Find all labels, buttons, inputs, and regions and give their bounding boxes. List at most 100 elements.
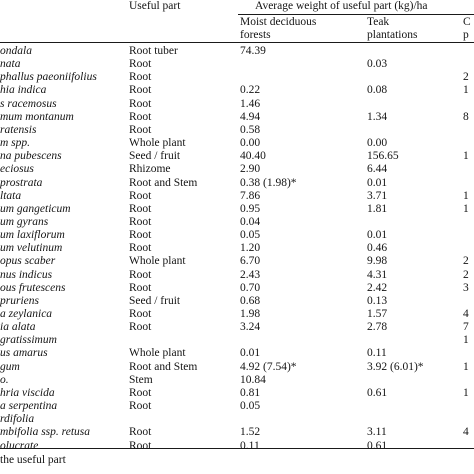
moist-forest-cell: 10.84 [240, 373, 266, 386]
moist-forest-cell: 0.11 [240, 439, 260, 452]
useful-part-cell: Seed / fruit [129, 294, 181, 307]
species-cell: prostrata [0, 176, 43, 189]
teak-plantation-cell: 1.57 [367, 308, 388, 320]
species-cell: um laxiflorum [0, 229, 65, 242]
species-cell: ia alata [0, 321, 36, 334]
table-row: um laxiflorum Root 0.05 0.01 [0, 228, 474, 243]
useful-part-cell: Root [129, 308, 152, 320]
teak-plantation-cell: 2.78 [367, 321, 388, 334]
moist-forest-cell: 0.01 [240, 347, 261, 360]
table-row: hia indica Root 0.22 0.08 1 [0, 83, 474, 98]
table-row: ous frutescens Root 0.70 2.42 3 [0, 281, 474, 296]
species-cell: um velutinum [0, 242, 63, 255]
col4-cell: 1 [463, 360, 469, 373]
teak-plantation-cell: 1.81 [367, 202, 388, 215]
useful-part-cell: Root [129, 386, 152, 399]
species-cell: na pubescens [0, 150, 62, 163]
moist-forest-cell: 0.58 [240, 123, 261, 136]
useful-part-cell: Root [129, 215, 152, 228]
col4-cell: 4 [463, 426, 469, 439]
species-cell: mum montanum [0, 110, 74, 123]
moist-forest-cell: 0.38 (1.98)* [240, 176, 297, 189]
useful-part-cell: Root and Stem [129, 360, 198, 373]
useful-part-cell: Root and Stem [129, 176, 198, 189]
species-cell: ous frutescens [0, 281, 66, 294]
table-row: m spp. Whole plant 0.00 0.00 [0, 136, 474, 151]
useful-part-cell: Root [129, 202, 152, 215]
teak-plantation-cell: 0.11 [367, 347, 387, 360]
col4-cell: 8 [463, 110, 469, 123]
useful-part-cell: Root [129, 426, 152, 439]
table-row: hria viscida Root 0.81 0.61 1 [0, 386, 474, 401]
teak-plantation-cell: 3.71 [367, 189, 388, 202]
teak-plantation-cell: 0.01 [367, 229, 388, 242]
table-row: na pubescens Seed / fruit 40.40 156.65 1 [0, 149, 474, 164]
table-row: olucrate Root 0.11 0.61 [0, 439, 474, 454]
col4-cell: 7 [463, 321, 469, 334]
teak-plantations-header-line1: Teak [367, 16, 390, 28]
moist-forest-cell: 1.52 [240, 426, 261, 439]
teak-plantation-cell: 3.11 [367, 426, 387, 439]
teak-plantation-cell: 0.01 [367, 176, 388, 189]
teak-plantation-cell: 3.92 (6.01)* [367, 360, 424, 373]
table-row: ltata Root 7.86 3.71 1 [0, 189, 474, 204]
table-row: ia alata Root 3.24 2.78 7 [0, 320, 474, 335]
species-cell: um gangeticum [0, 202, 71, 215]
useful-part-cell: Root [129, 84, 152, 97]
moist-forest-cell: 4.92 (7.54)* [240, 360, 297, 373]
table-row: ratensis Root 0.58 [0, 123, 474, 138]
table-row: nata Root 0.03 [0, 57, 474, 72]
col4-cell: 2 [463, 71, 469, 84]
moist-forest-cell: 0.00 [240, 137, 261, 150]
col4-cell: 1 [463, 202, 469, 215]
col4-cell: 3 [463, 281, 469, 294]
col4-header-line2: p [463, 29, 469, 41]
moist-forest-cell: 0.70 [240, 281, 261, 294]
teak-plantation-cell: 4.31 [367, 268, 388, 281]
moist-forest-cell: 40.40 [240, 150, 266, 163]
moist-forest-cell: 4.94 [240, 110, 261, 123]
moist-forest-cell: 1.46 [240, 97, 261, 110]
teak-plantation-cell: 1.34 [367, 110, 388, 123]
teak-plantation-cell: 9.98 [367, 255, 388, 268]
table-row: mbifolia ssp. retusa Root 1.52 3.11 4 [0, 425, 474, 440]
useful-part-cell: Stem [129, 373, 153, 386]
teak-plantations-header-line2: plantations [367, 29, 418, 41]
useful-part-cell: Root [129, 229, 152, 242]
moist-forest-cell: 0.04 [240, 215, 261, 228]
species-cell: gratissimum [0, 334, 57, 347]
table-row: opus scaber Whole plant 6.70 9.98 2 [0, 254, 474, 269]
useful-part-cell: Root [129, 439, 152, 452]
col4-cell: 1 [463, 189, 469, 202]
useful-part-cell: Seed / fruit [129, 150, 181, 163]
teak-plantation-cell: 0.08 [367, 84, 388, 97]
moist-forest-cell: 3.24 [240, 321, 261, 334]
moist-forest-cell: 74.39 [240, 45, 266, 57]
moist-forest-cell: 0.81 [240, 386, 261, 399]
useful-part-cell: Whole plant [129, 137, 186, 150]
moist-forest-cell: 0.05 [240, 229, 261, 242]
col4-cell: 1 [463, 386, 469, 399]
moist-forest-cell: 0.95 [240, 202, 261, 215]
teak-plantation-cell: 0.46 [367, 242, 388, 255]
species-cell: a zeylanica [0, 308, 53, 320]
table-row: um gangeticum Root 0.95 1.81 1 [0, 202, 474, 217]
species-cell: pruriens [0, 294, 39, 307]
useful-part-cell: Whole plant [129, 255, 186, 268]
col4-header-line1: C [463, 16, 471, 28]
species-cell: gum [0, 360, 20, 373]
useful-part-cell: Root [129, 242, 152, 255]
table-row: rdifolia [0, 412, 474, 427]
species-cell: hia indica [0, 84, 47, 97]
useful-part-cell: Root tuber [129, 45, 178, 57]
species-cell: nata [0, 58, 21, 71]
moist-forest-cell: 0.68 [240, 294, 261, 307]
table-row: um gyrans Root 0.04 [0, 215, 474, 230]
species-cell: s racemosus [0, 97, 57, 110]
avg-weight-header: Average weight of useful part (kg)/ha [255, 0, 428, 12]
moist-forests-header-line2: forests [240, 29, 271, 41]
species-cell: m spp. [0, 137, 31, 150]
useful-part-cell: Root [129, 97, 152, 110]
col4-cell: 1 [463, 84, 469, 97]
table-row: um velutinum Root 1.20 0.46 [0, 241, 474, 256]
